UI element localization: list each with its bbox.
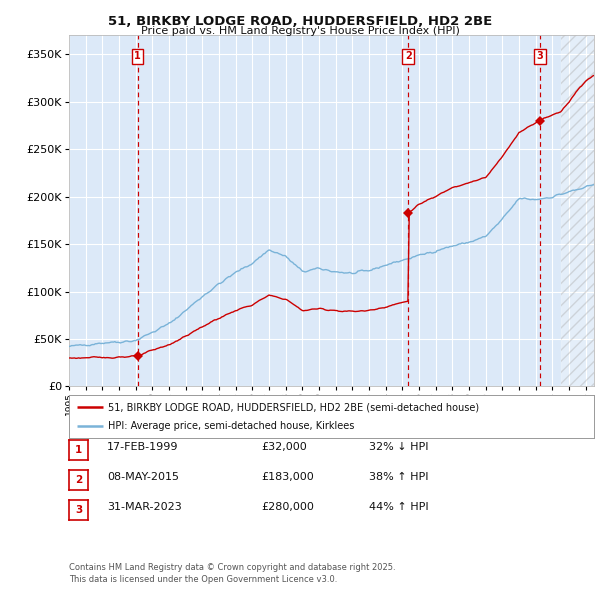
Text: 2: 2 <box>405 51 412 61</box>
Text: £183,000: £183,000 <box>261 472 314 481</box>
Text: 2: 2 <box>75 475 82 484</box>
Text: HPI: Average price, semi-detached house, Kirklees: HPI: Average price, semi-detached house,… <box>109 421 355 431</box>
Text: 3: 3 <box>75 505 82 514</box>
Text: 08-MAY-2015: 08-MAY-2015 <box>107 472 179 481</box>
Text: 44% ↑ HPI: 44% ↑ HPI <box>369 502 428 512</box>
Text: 38% ↑ HPI: 38% ↑ HPI <box>369 472 428 481</box>
Text: 51, BIRKBY LODGE ROAD, HUDDERSFIELD, HD2 2BE: 51, BIRKBY LODGE ROAD, HUDDERSFIELD, HD2… <box>108 15 492 28</box>
Text: 32% ↓ HPI: 32% ↓ HPI <box>369 442 428 451</box>
Text: Price paid vs. HM Land Registry's House Price Index (HPI): Price paid vs. HM Land Registry's House … <box>140 26 460 36</box>
Bar <box>560 35 594 386</box>
Text: 17-FEB-1999: 17-FEB-1999 <box>107 442 178 451</box>
Text: 3: 3 <box>536 51 543 61</box>
Text: 31-MAR-2023: 31-MAR-2023 <box>107 502 182 512</box>
Text: 51, BIRKBY LODGE ROAD, HUDDERSFIELD, HD2 2BE (semi-detached house): 51, BIRKBY LODGE ROAD, HUDDERSFIELD, HD2… <box>109 402 479 412</box>
Bar <box>560 35 594 386</box>
Text: 1: 1 <box>75 445 82 454</box>
Text: £32,000: £32,000 <box>261 442 307 451</box>
Text: £280,000: £280,000 <box>261 502 314 512</box>
Text: Contains HM Land Registry data © Crown copyright and database right 2025.
This d: Contains HM Land Registry data © Crown c… <box>69 563 395 584</box>
Text: 1: 1 <box>134 51 141 61</box>
